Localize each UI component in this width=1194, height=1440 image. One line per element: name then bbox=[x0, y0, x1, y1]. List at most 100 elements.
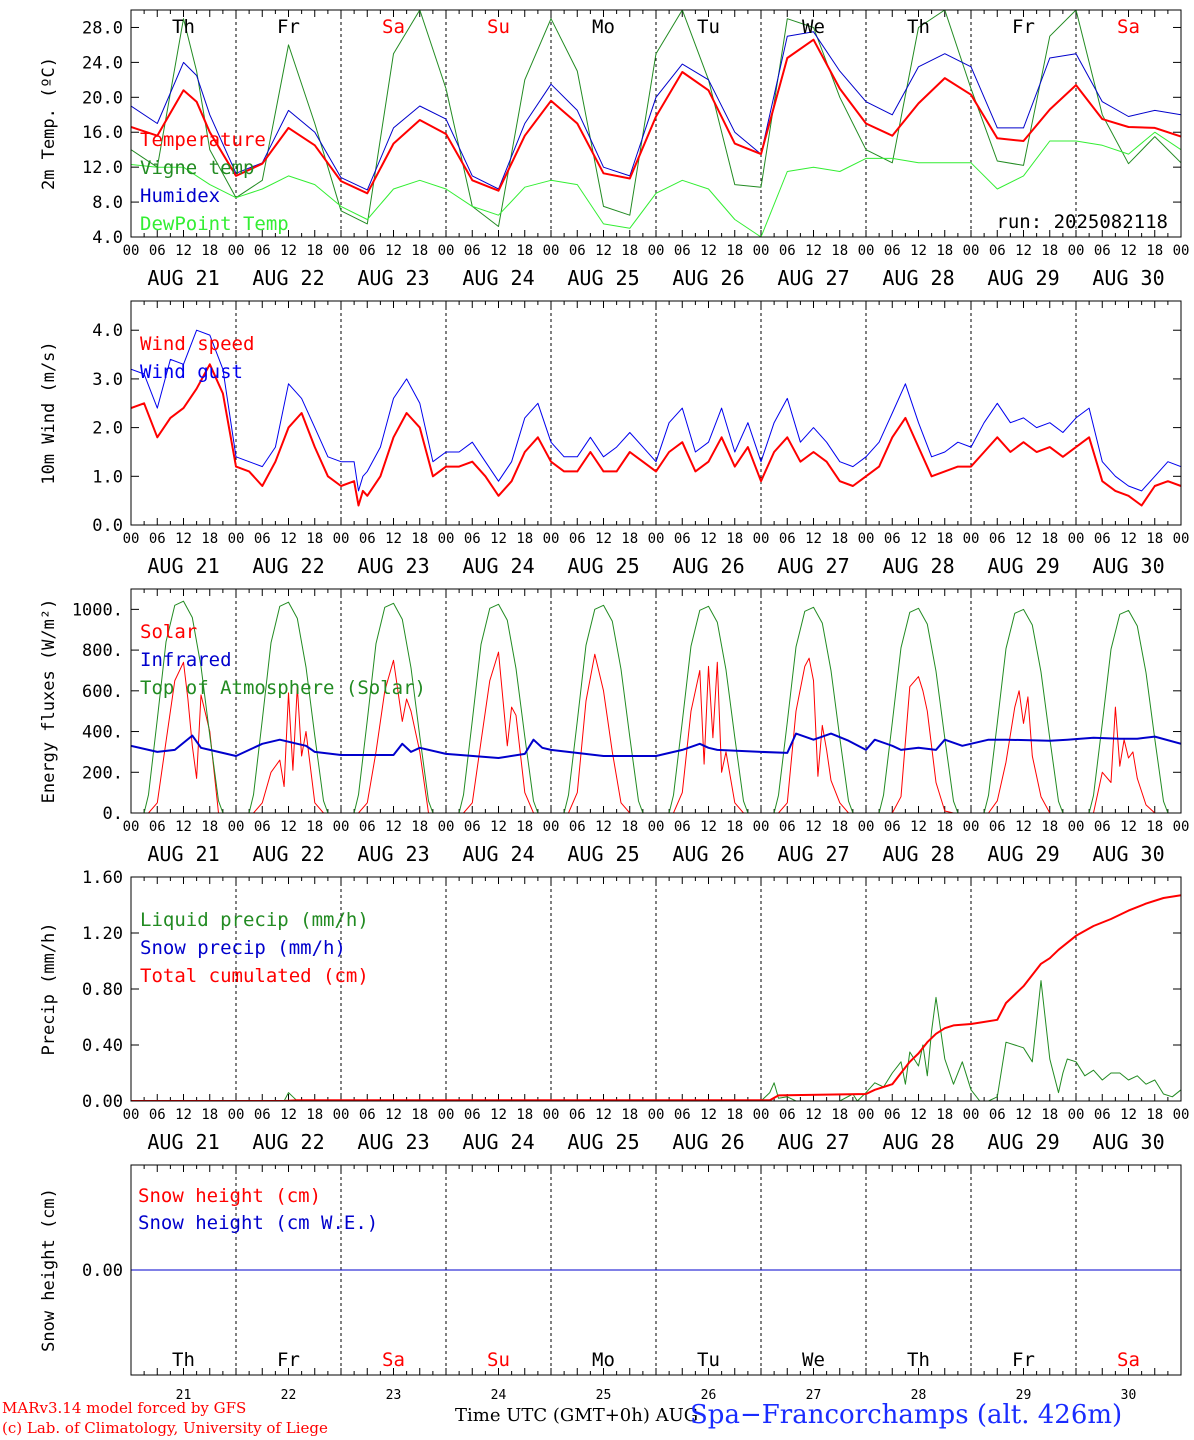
panel-energy-hour-label: 06 bbox=[149, 819, 166, 835]
bottom-weekday-label: Th bbox=[172, 1349, 195, 1371]
panel-energy-hour-label: 00 bbox=[753, 819, 770, 835]
panel-temperature-hour-label: 12 bbox=[700, 243, 717, 259]
panel-wind-y-tick-label: 4.0 bbox=[92, 321, 123, 341]
panel-energy-date-label: AUG 24 bbox=[462, 842, 534, 866]
panel-temperature-y-tick-label: 24.0 bbox=[82, 53, 123, 73]
panel-energy-hour-label: 06 bbox=[1094, 819, 1111, 835]
panel-temperature-hour-label: 00 bbox=[963, 243, 980, 259]
panel-precip-date-label: AUG 22 bbox=[252, 1130, 324, 1154]
panel-energy-hour-label: 06 bbox=[779, 819, 796, 835]
panel-temperature-legend-entry: Vigne temp bbox=[140, 157, 254, 179]
panel-temperature-y-tick-label: 28.0 bbox=[82, 18, 123, 38]
panel-wind-hour-label: 06 bbox=[359, 531, 376, 547]
panel-temperature-hour-label: 06 bbox=[779, 243, 796, 259]
panel-temperature-hour-label: 18 bbox=[1041, 243, 1058, 259]
panel-wind-legend-entry: Wind gust bbox=[140, 361, 243, 383]
bottom-weekday-label: Sa bbox=[1117, 1349, 1140, 1371]
panel-temperature-frame bbox=[130, 9, 1182, 238]
bottom-weekday-label: Mo bbox=[592, 1349, 615, 1371]
bottom-day-number: 27 bbox=[806, 1388, 822, 1403]
panel-precip-date-label: AUG 26 bbox=[672, 1130, 744, 1154]
panel-energy-legend-entry: Infrared bbox=[140, 649, 232, 671]
panel-energy-hour-label: 18 bbox=[726, 819, 743, 835]
panel-temperature-legend-entry: Temperature bbox=[140, 129, 266, 151]
panel-energy-hour-label: 00 bbox=[1068, 819, 1085, 835]
panel-precip-hour-label: 00 bbox=[1173, 1107, 1190, 1123]
panel-wind-hour-label: 18 bbox=[621, 531, 638, 547]
panel-precip-hour-label: 00 bbox=[123, 1107, 140, 1123]
panel-precip-hour-label: 00 bbox=[228, 1107, 245, 1123]
panel-energy-y-tick-label: 0. bbox=[103, 804, 123, 824]
panel-precip-hour-label: 18 bbox=[936, 1107, 953, 1123]
panel-wind-y-tick-label: 1.0 bbox=[92, 467, 123, 487]
panel-energy-date-label: AUG 22 bbox=[252, 842, 324, 866]
panel-temperature-date-label: AUG 27 bbox=[777, 266, 849, 290]
bottom-weekday-label: Tu bbox=[697, 1349, 720, 1371]
panel-temperature-y-tick-label: 16.0 bbox=[82, 123, 123, 143]
panel-wind-hour-label: 18 bbox=[1146, 531, 1163, 547]
panel-energy-hour-label: 00 bbox=[438, 819, 455, 835]
panel-energy-hour-label: 12 bbox=[175, 819, 192, 835]
panel-temperature-hour-label: 06 bbox=[569, 243, 586, 259]
panel-temperature-hour-label: 00 bbox=[858, 243, 875, 259]
panel-energy-y-axis-label: Energy fluxes (W/m²) bbox=[39, 599, 59, 804]
panel-temperature-hour-label: 12 bbox=[385, 243, 402, 259]
bottom-weekday-label: Su bbox=[487, 1349, 510, 1371]
panel-energy-series-solar bbox=[131, 651, 1181, 813]
panel-wind-hour-label: 00 bbox=[753, 531, 770, 547]
panel-energy-date-label: AUG 25 bbox=[567, 842, 639, 866]
panel-precip-hour-label: 12 bbox=[280, 1107, 297, 1123]
panel-precip-date-label: AUG 21 bbox=[147, 1130, 219, 1154]
top-weekday-label: Sa bbox=[1117, 16, 1140, 38]
panel-energy-hour-label: 18 bbox=[411, 819, 428, 835]
panel-precip-y-tick-label: 0.00 bbox=[82, 1092, 123, 1112]
panel-temperature-y-axis-label: 2m Temp. (ºC) bbox=[39, 57, 59, 190]
panel-wind-hour-label: 06 bbox=[779, 531, 796, 547]
panel-energy-date-label: AUG 21 bbox=[147, 842, 219, 866]
panel-precip-hour-label: 12 bbox=[1120, 1107, 1137, 1123]
panel-temperature-hour-label: 06 bbox=[674, 243, 691, 259]
top-weekday-label: We bbox=[802, 16, 825, 38]
panel-wind-series-wind-speed bbox=[131, 363, 1181, 507]
panel-temperature-y-tick-label: 12.0 bbox=[82, 158, 123, 178]
panel-energy-hour-label: 12 bbox=[910, 819, 927, 835]
panel-precip-hour-label: 06 bbox=[149, 1107, 166, 1123]
panel-precip-hour-label: 12 bbox=[595, 1107, 612, 1123]
top-weekday-label: Sa bbox=[382, 16, 405, 38]
panel-precip-date-label: AUG 28 bbox=[882, 1130, 954, 1154]
panel-energy-hour-label: 12 bbox=[805, 819, 822, 835]
panel-temperature-hour-label: 18 bbox=[831, 243, 848, 259]
panel-temperature-date-label: AUG 22 bbox=[252, 266, 324, 290]
panel-precip-hour-label: 18 bbox=[411, 1107, 428, 1123]
panel-temperature-hour-label: 06 bbox=[254, 243, 271, 259]
panel-temperature-hour-label: 00 bbox=[753, 243, 770, 259]
panel-precip-hour-label: 06 bbox=[254, 1107, 271, 1123]
footer-model-credit: MARv3.14 model forced by GFS bbox=[2, 1399, 247, 1417]
panel-energy-y-tick-label: 200. bbox=[82, 763, 123, 783]
panel-temperature-hour-label: 06 bbox=[149, 243, 166, 259]
panel-temperature-series-dewpoint-temp bbox=[131, 131, 1181, 237]
panel-wind-hour-label: 18 bbox=[201, 531, 218, 547]
top-weekday-label: Su bbox=[487, 16, 510, 38]
panel-temperature-hour-label: 00 bbox=[123, 243, 140, 259]
panel-energy-hour-label: 18 bbox=[936, 819, 953, 835]
panel-energy-y-tick-label: 1000. bbox=[72, 600, 123, 620]
panel-precip-hour-label: 12 bbox=[805, 1107, 822, 1123]
panel-energy-date-label: AUG 29 bbox=[987, 842, 1059, 866]
panel-energy-hour-label: 12 bbox=[1120, 819, 1137, 835]
panel-wind-hour-label: 06 bbox=[254, 531, 271, 547]
panel-wind-hour-label: 06 bbox=[674, 531, 691, 547]
panel-temperature-hour-label: 12 bbox=[595, 243, 612, 259]
bottom-day-number: 26 bbox=[701, 1388, 717, 1403]
bottom-day-number: 24 bbox=[491, 1388, 507, 1403]
panel-energy-legend-entry: Top of Atmosphere (Solar) bbox=[140, 677, 426, 699]
panel-temperature-date-label: AUG 29 bbox=[987, 266, 1059, 290]
panel-energy-hour-label: 18 bbox=[1041, 819, 1058, 835]
panel-wind-hour-label: 18 bbox=[831, 531, 848, 547]
panel-precip-hour-label: 18 bbox=[201, 1107, 218, 1123]
panel-wind-hour-label: 00 bbox=[858, 531, 875, 547]
panel-temperature-date-label: AUG 25 bbox=[567, 266, 639, 290]
panel-precip-hour-label: 06 bbox=[1094, 1107, 1111, 1123]
panel-precip-hour-label: 12 bbox=[490, 1107, 507, 1123]
